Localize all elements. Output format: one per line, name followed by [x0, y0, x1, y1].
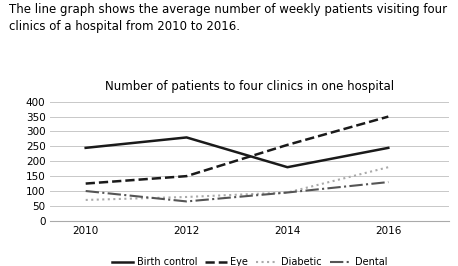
Legend: Birth control, Eye, Diabetic, Dental: Birth control, Eye, Diabetic, Dental: [108, 253, 392, 266]
Title: Number of patients to four clinics in one hospital: Number of patients to four clinics in on…: [105, 80, 394, 93]
Text: The line graph shows the average number of weekly patients visiting four
clinics: The line graph shows the average number …: [9, 3, 447, 33]
